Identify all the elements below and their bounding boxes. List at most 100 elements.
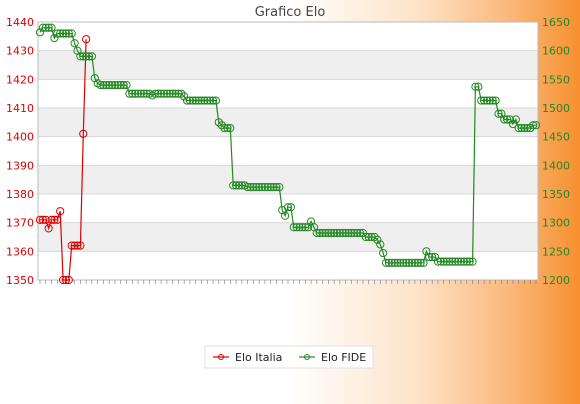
data-point <box>234 181 244 190</box>
data-point <box>315 228 324 238</box>
data-point <box>82 52 91 61</box>
data-point <box>298 223 307 232</box>
data-point <box>116 80 125 90</box>
data-point <box>214 118 223 127</box>
data-point <box>520 123 529 133</box>
data-point <box>246 183 255 192</box>
right-tick-label: 1250 <box>542 245 570 258</box>
data-point <box>266 183 275 192</box>
right-tick-label: 1450 <box>542 131 570 144</box>
data-point <box>283 203 293 212</box>
data-point <box>122 80 131 90</box>
right-tick-label: 1300 <box>542 217 570 230</box>
data-point <box>393 258 402 267</box>
legend-swatch-marker <box>304 354 310 360</box>
data-point <box>514 123 523 133</box>
data-point <box>439 257 448 266</box>
data-point <box>67 241 76 250</box>
data-point <box>341 228 350 238</box>
data-point <box>226 123 235 133</box>
data-point <box>485 96 494 105</box>
data-point <box>402 258 411 267</box>
data-point <box>82 35 91 44</box>
series-layer <box>35 23 541 285</box>
data-point <box>263 183 272 192</box>
data-point <box>61 275 71 285</box>
right-tick-label: 1500 <box>542 102 570 115</box>
data-point <box>269 183 278 192</box>
data-point <box>459 257 469 266</box>
data-point <box>405 258 414 267</box>
data-point <box>102 80 111 90</box>
data-point <box>38 215 47 224</box>
data-point <box>332 228 342 238</box>
data-point <box>41 215 50 224</box>
data-point <box>350 228 359 238</box>
data-point <box>211 96 221 105</box>
data-point <box>125 89 134 98</box>
data-point <box>364 232 373 242</box>
data-point <box>428 252 437 262</box>
data-point <box>107 80 117 90</box>
data-point <box>312 228 321 238</box>
data-point <box>390 258 399 267</box>
right-tick-label: 1350 <box>542 188 570 201</box>
data-point <box>154 89 163 98</box>
data-point <box>456 257 466 266</box>
data-point <box>206 96 215 105</box>
legend-label: Elo Italia <box>235 351 282 364</box>
data-point <box>286 203 295 212</box>
left-tick-label: 1360 <box>6 245 34 258</box>
data-point <box>376 240 385 249</box>
data-point <box>436 257 445 266</box>
series-elo-italia <box>35 35 91 285</box>
data-point <box>44 23 53 32</box>
data-point <box>517 123 526 133</box>
data-point <box>419 258 428 267</box>
data-point <box>70 39 79 48</box>
data-point <box>87 52 97 61</box>
data-point <box>399 258 408 267</box>
data-point <box>430 252 440 262</box>
data-point <box>47 215 56 224</box>
right-tick-label: 1600 <box>542 45 570 58</box>
left-tick-label: 1370 <box>6 217 34 230</box>
data-point <box>252 183 261 192</box>
data-point <box>445 257 454 266</box>
data-point <box>324 228 333 238</box>
plot-grid <box>37 21 539 281</box>
left-axis: 1350 1360 1370 1380 1390 1400 1410 1420 1430 1440 <box>6 16 34 287</box>
data-point <box>58 275 68 285</box>
data-point <box>41 23 50 32</box>
right-axis: 1200 1250 1300 1350 1400 1450 1500 1550 1600 1650 <box>542 16 570 287</box>
legend: Elo Italia Elo FIDE <box>204 345 374 369</box>
data-point <box>462 257 471 266</box>
data-point <box>194 96 203 105</box>
right-tick-label: 1550 <box>542 73 570 86</box>
data-point <box>185 96 195 105</box>
data-point <box>330 228 339 238</box>
data-point <box>249 183 258 192</box>
plot-bands <box>38 22 538 280</box>
data-point <box>128 89 137 98</box>
legend-item: Elo Italia <box>213 351 282 364</box>
data-point <box>50 215 59 224</box>
data-point <box>361 232 370 242</box>
data-point <box>321 228 330 238</box>
data-point <box>531 121 541 130</box>
data-point <box>327 228 336 238</box>
data-point <box>370 232 379 242</box>
plot-band <box>38 108 538 137</box>
data-point <box>223 123 232 133</box>
data-point <box>139 89 148 98</box>
data-point <box>177 89 186 98</box>
data-point <box>494 109 503 118</box>
data-point <box>474 82 483 91</box>
data-point <box>529 121 538 130</box>
data-point <box>96 80 105 90</box>
data-point <box>272 183 281 192</box>
data-point <box>379 248 388 258</box>
data-point <box>318 228 327 238</box>
data-point <box>344 228 353 238</box>
